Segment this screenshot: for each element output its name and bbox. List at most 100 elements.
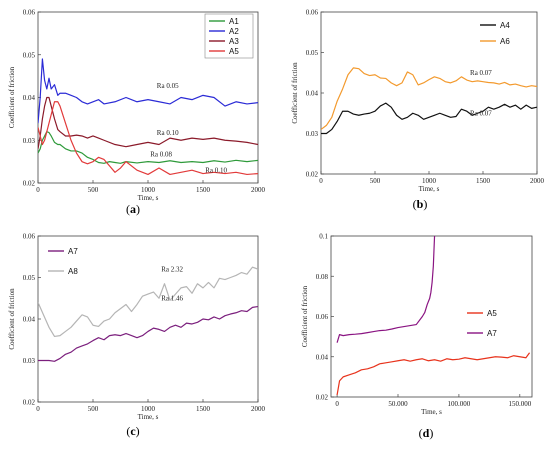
legend-label-A5: A5	[487, 309, 497, 318]
series-line-A1	[38, 131, 258, 164]
series-line-A5	[38, 101, 258, 176]
legend-label-A2: A2	[229, 27, 239, 36]
annotation-label: Ra 0.07	[470, 109, 492, 117]
series-line-A3	[38, 96, 258, 149]
panel-label-letter: b	[417, 197, 424, 211]
panel-label-close: )	[423, 197, 427, 211]
x-tick-label: 0	[319, 177, 323, 185]
x-tick-label: 500	[88, 405, 99, 413]
y-tick-label: 0.02	[306, 171, 319, 179]
legend-label-A7: A7	[68, 247, 78, 256]
plot-frame	[330, 235, 533, 398]
y-tick-label: 0.04	[23, 316, 36, 324]
x-tick-label: 0	[36, 405, 40, 413]
y-tick-label: 0.02	[23, 180, 36, 188]
y-tick-label: 0.05	[306, 49, 319, 57]
x-axis-label: Time, s	[421, 408, 442, 416]
x-tick-label: 2000	[251, 405, 266, 413]
series-line-A5	[336, 352, 531, 396]
x-tick-label: 50.000	[388, 400, 408, 408]
series-line-A2	[38, 58, 258, 124]
y-tick-label: 0.05	[23, 51, 36, 59]
legend: A5 A7	[467, 309, 497, 338]
x-tick-label: 1000	[141, 186, 156, 194]
y-axis-label: Coefficient of friction	[291, 62, 299, 124]
x-axis-label: Time, s	[419, 185, 440, 193]
annotation-label: Ra 1.46	[161, 294, 183, 302]
y-tick-label: 0.06	[316, 313, 329, 321]
panel-label: (c)	[126, 424, 139, 438]
panel-label-open: (	[126, 424, 130, 438]
y-axis-label: Coefficient of friction	[8, 66, 16, 128]
annotation-label: Ra 0.07	[470, 69, 492, 77]
x-tick-label: 2000	[251, 186, 266, 194]
y-tick-label: 0.03	[306, 130, 319, 138]
y-tick-label: 0.08	[316, 273, 329, 281]
x-tick-label: 0	[36, 186, 40, 194]
y-tick-label: 0.03	[23, 357, 36, 365]
panel-label: (a)	[126, 202, 140, 216]
panel-label-letter: a	[130, 202, 136, 216]
y-axis-label: Coefficient of friction	[8, 288, 16, 350]
legend-label-A6: A6	[500, 37, 510, 46]
x-tick-label: 1500	[476, 177, 491, 185]
plot-frame	[37, 235, 259, 403]
panel-label-open: (	[419, 426, 423, 440]
legend: A7 A8	[48, 247, 78, 276]
annotation-label: Ra 0.10	[157, 129, 179, 137]
panel-label-close: )	[136, 202, 140, 216]
x-axis-label: Time, s	[138, 413, 159, 421]
x-tick-label: 500	[370, 177, 381, 185]
chart-panel-c: 0.02 0.03 0.04 0.05 0.06 0 500 1000 1500 2000 Time…	[8, 233, 266, 439]
x-tick-label: 0	[335, 400, 339, 408]
legend-label-A1: A1	[229, 17, 239, 26]
y-tick-label: 0.03	[23, 137, 36, 145]
x-tick-label: 2000	[530, 177, 545, 185]
chart-panel-d: 0.02 0.04 0.06 0.08 0.1 0 50.000 100.000 150.000…	[301, 233, 533, 440]
x-tick-label: 1500	[196, 405, 211, 413]
panel-label-letter: d	[423, 426, 430, 440]
chart-panel-b: 0.02 0.03 0.04 0.05 0.06 0 500 1000 1500 2000 Time…	[291, 9, 545, 212]
x-tick-label: 500	[88, 186, 99, 194]
y-tick-label: 0.04	[23, 94, 36, 102]
panel-label-open: (	[126, 202, 130, 216]
x-axis-label: Time, s	[138, 194, 159, 202]
y-tick-label: 0.05	[23, 274, 36, 282]
x-tick-label: 1000	[422, 177, 437, 185]
panel-label: (d)	[419, 426, 434, 440]
y-tick-label: 0.02	[316, 394, 329, 402]
y-tick-label: 0.06	[306, 9, 319, 17]
annotation-label: Ra 0.10	[205, 166, 227, 174]
y-tick-label: 0.02	[23, 399, 36, 407]
x-tick-label: 1500	[196, 186, 211, 194]
y-tick-label: 0.06	[23, 233, 36, 241]
series-line-A7	[336, 236, 436, 343]
legend-label-A3: A3	[229, 37, 239, 46]
y-tick-label: 0.06	[23, 9, 36, 17]
legend-label-A7: A7	[487, 329, 497, 338]
panel-label-open: (	[413, 197, 417, 211]
series-line-A8	[38, 266, 258, 338]
panel-label-close: )	[429, 426, 433, 440]
y-tick-label: 0.04	[306, 90, 319, 98]
legend-label-A8: A8	[68, 267, 78, 276]
panel-label-close: )	[136, 424, 140, 438]
y-axis-label: Coefficient of friction	[301, 285, 309, 347]
panel-label: (b)	[413, 197, 428, 211]
panel-label-letter: c	[130, 424, 136, 438]
x-tick-label: 150.000	[508, 400, 531, 408]
x-tick-label: 1000	[141, 405, 156, 413]
y-tick-label: 0.04	[316, 353, 329, 361]
annotation-label: Ra 2.32	[161, 265, 183, 273]
legend-label-A5: A5	[229, 47, 239, 56]
chart-panel-a: 0.02 0.03 0.04 0.05 0.06 0 500 1000 1500 2000 Time…	[8, 9, 266, 217]
legend-label-A4: A4	[500, 21, 510, 30]
x-tick-label: 100.000	[448, 400, 471, 408]
y-tick-label: 0.1	[319, 233, 328, 241]
legend: A4 A6	[480, 21, 510, 46]
annotation-label: Ra 0.05	[157, 82, 179, 90]
annotation-label: Ra 0.08	[150, 150, 172, 158]
series-line-A6	[321, 67, 537, 130]
